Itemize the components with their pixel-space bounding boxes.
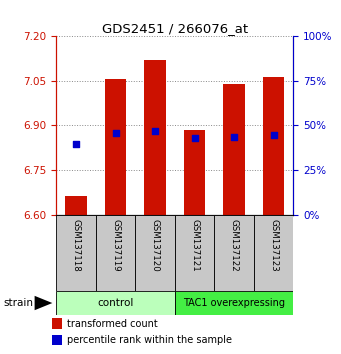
Text: percentile rank within the sample: percentile rank within the sample xyxy=(66,335,232,345)
Bar xyxy=(263,77,284,215)
Text: strain: strain xyxy=(3,298,33,308)
Text: GSM137119: GSM137119 xyxy=(111,219,120,271)
Text: GSM137120: GSM137120 xyxy=(150,219,160,272)
Text: TAC1 overexpressing: TAC1 overexpressing xyxy=(183,298,285,308)
Point xyxy=(152,128,158,134)
Text: GSM137121: GSM137121 xyxy=(190,219,199,272)
Text: control: control xyxy=(97,298,134,308)
FancyBboxPatch shape xyxy=(175,291,293,315)
Text: GSM137123: GSM137123 xyxy=(269,219,278,272)
Point xyxy=(73,141,79,147)
Text: GSM137122: GSM137122 xyxy=(229,219,238,272)
FancyBboxPatch shape xyxy=(96,215,135,291)
Point xyxy=(113,130,118,136)
Bar xyxy=(65,195,87,215)
Polygon shape xyxy=(35,296,53,310)
FancyBboxPatch shape xyxy=(175,215,214,291)
FancyBboxPatch shape xyxy=(254,215,293,291)
Bar xyxy=(223,84,245,215)
Bar xyxy=(184,130,205,215)
Bar xyxy=(105,79,127,215)
Bar xyxy=(52,319,62,329)
FancyBboxPatch shape xyxy=(56,291,175,315)
Text: transformed count: transformed count xyxy=(66,319,157,329)
Bar xyxy=(144,60,166,215)
Text: GSM137118: GSM137118 xyxy=(72,219,80,272)
Point xyxy=(231,134,237,139)
Point xyxy=(192,135,197,141)
FancyBboxPatch shape xyxy=(214,215,254,291)
Title: GDS2451 / 266076_at: GDS2451 / 266076_at xyxy=(102,22,248,35)
Bar xyxy=(52,335,62,346)
FancyBboxPatch shape xyxy=(135,215,175,291)
FancyBboxPatch shape xyxy=(56,215,96,291)
Point xyxy=(271,132,276,138)
